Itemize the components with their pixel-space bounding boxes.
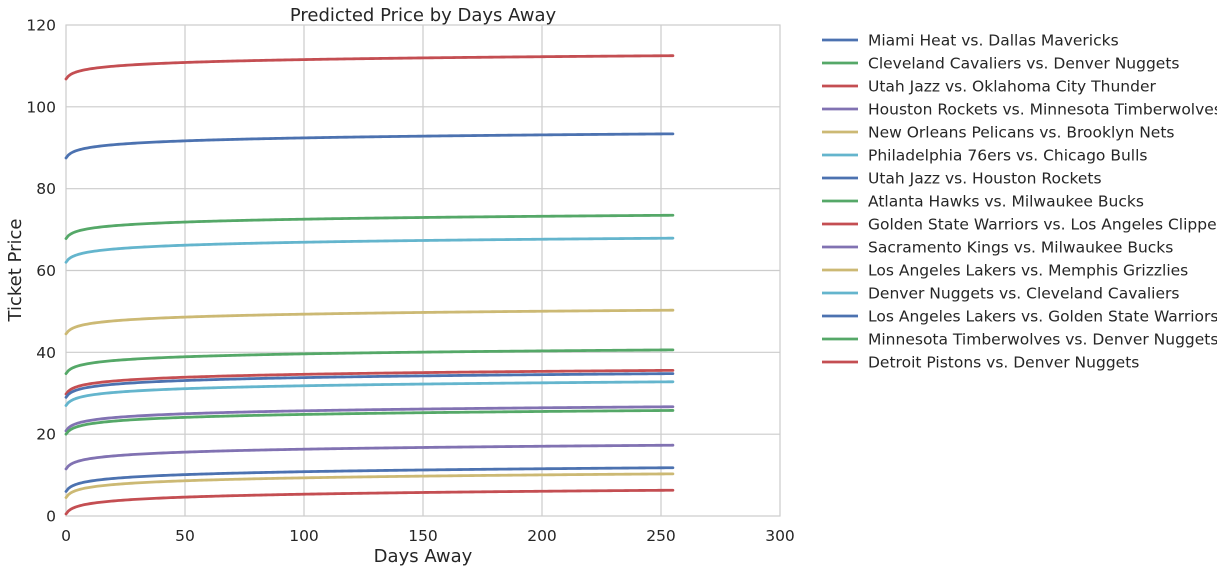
series-line	[64, 236, 675, 264]
x-tick-label: 250	[646, 527, 676, 545]
legend-label: Denver Nuggets vs. Cleveland Cavaliers	[868, 285, 1179, 303]
series-line	[64, 409, 675, 436]
series-line	[64, 54, 675, 81]
plot-frame	[65, 24, 781, 517]
series-line	[64, 380, 675, 407]
series-line	[64, 348, 675, 376]
y-tick-label: 60	[36, 262, 56, 280]
series-line	[64, 488, 675, 516]
series-line	[64, 308, 675, 336]
legend-label: Los Angeles Lakers vs. Golden State Warr…	[868, 308, 1217, 326]
legend-label: Minnesota Timberwolves vs. Denver Nugget…	[868, 331, 1217, 349]
x-tick-label: 100	[289, 527, 319, 545]
series-line	[64, 405, 675, 433]
series-line	[64, 372, 675, 399]
y-tick-label: 100	[26, 98, 56, 116]
series-line	[64, 132, 675, 160]
legend-label: Sacramento Kings vs. Milwaukee Bucks	[868, 239, 1173, 257]
x-axis-label: Days Away	[374, 546, 473, 567]
y-tick-label: 20	[36, 426, 56, 444]
series-line	[64, 368, 675, 396]
series-line	[64, 443, 675, 471]
grid	[66, 25, 780, 516]
legend-label: Cleveland Cavaliers vs. Denver Nuggets	[868, 55, 1179, 73]
y-tick-label: 40	[36, 344, 56, 362]
legend-label: Utah Jazz vs. Oklahoma City Thunder	[868, 78, 1156, 96]
legend-label: New Orleans Pelicans vs. Brooklyn Nets	[868, 124, 1175, 142]
y-tick-label: 0	[46, 508, 56, 526]
y-tick-label: 120	[26, 17, 56, 35]
y-tick-label: 80	[36, 180, 56, 198]
legend-label: Detroit Pistons vs. Denver Nuggets	[868, 354, 1139, 372]
legend-label: Miami Heat vs. Dallas Mavericks	[868, 32, 1119, 50]
legend-label: Houston Rockets vs. Minnesota Timberwolv…	[868, 101, 1217, 119]
x-tick-label: 300	[765, 527, 795, 545]
x-tick-label: 50	[175, 527, 195, 545]
series-line	[64, 466, 675, 493]
x-axis-ticks: 0 50 100 150 200 250 300	[61, 527, 795, 545]
y-axis-ticks: 0 20 40 60 80 100 120	[26, 17, 56, 526]
x-tick-label: 150	[408, 527, 438, 545]
series-lines	[64, 54, 675, 516]
legend-label: Atlanta Hawks vs. Milwaukee Bucks	[868, 193, 1144, 211]
x-tick-label: 0	[61, 527, 71, 545]
legend-label: Utah Jazz vs. Houston Rockets	[868, 170, 1102, 188]
series-line	[64, 213, 675, 240]
series-line	[64, 472, 675, 499]
legend-label: Philadelphia 76ers vs. Chicago Bulls	[868, 147, 1147, 165]
x-tick-label: 200	[527, 527, 557, 545]
legend-label: Los Angeles Lakers vs. Memphis Grizzlies	[868, 262, 1188, 280]
chart-title: Predicted Price by Days Away	[290, 5, 557, 26]
legend-label: Golden State Warriors vs. Los Angeles Cl…	[868, 216, 1217, 234]
legend: Miami Heat vs. Dallas Mavericks Cleveland…	[822, 32, 1217, 372]
y-axis-label: Ticket Price	[5, 219, 26, 323]
